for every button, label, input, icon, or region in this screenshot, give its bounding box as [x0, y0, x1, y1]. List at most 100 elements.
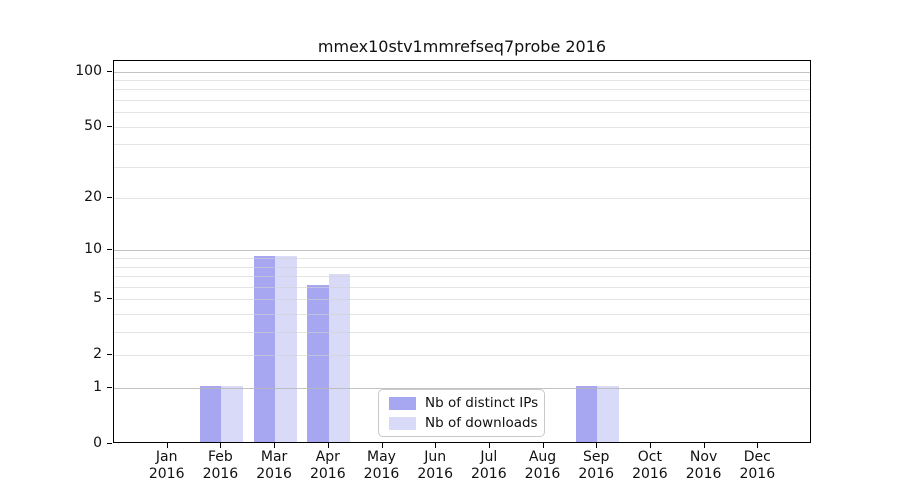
x-tick-month: Oct [637, 449, 662, 465]
minor-gridline [114, 258, 810, 260]
x-tick-month: Jun [424, 449, 447, 465]
x-tick-mark [488, 443, 490, 448]
x-tick-year: 2016 [739, 466, 776, 482]
x-tick-month: Sep [582, 449, 610, 465]
x-tick-mark [274, 443, 276, 448]
bar-nb-of-downloads-feb [221, 386, 243, 442]
x-tick-mark [542, 443, 544, 448]
x-tick-mark [757, 443, 759, 448]
x-tick-year: 2016 [417, 466, 453, 482]
x-tick-month: Apr [315, 449, 340, 465]
legend-item-distinct-ips: Nb of distinct IPs [389, 395, 538, 411]
minor-gridline [114, 144, 810, 146]
x-tick-month: Aug [528, 449, 557, 465]
x-tick-label-may: May 2016 [350, 449, 414, 483]
x-tick-label-jan: Jan 2016 [135, 449, 199, 483]
minor-gridline [114, 355, 810, 357]
legend-swatch-downloads [389, 416, 416, 430]
x-tick-year: 2016 [685, 466, 722, 482]
y-tick-label: 100 [75, 62, 102, 79]
bar-nb-of-downloads-mar [275, 256, 297, 442]
minor-gridline [114, 198, 810, 200]
legend-label-downloads: Nb of downloads [425, 415, 538, 431]
y-tick-label: 10 [84, 241, 102, 258]
x-tick-label-jul: Jul 2016 [457, 449, 521, 483]
x-tick-mark [381, 443, 383, 448]
minor-gridline [114, 276, 810, 278]
legend: Nb of distinct IPs Nb of downloads [378, 389, 545, 437]
x-tick-label-jun: Jun 2016 [403, 449, 467, 483]
x-tick-month: Jul [480, 449, 498, 465]
y-tick-label: 1 [93, 379, 102, 396]
minor-gridline [114, 99, 810, 101]
x-tick-month: Feb [207, 449, 233, 465]
x-tick-year: 2016 [309, 466, 346, 482]
x-tick-label-aug: Aug 2016 [511, 449, 575, 483]
x-tick-label-nov: Nov 2016 [672, 449, 736, 483]
x-tick-year: 2016 [632, 466, 668, 482]
bar-nb-of-distinct-ips-apr [307, 284, 329, 442]
bar-nb-of-distinct-ips-mar [253, 256, 276, 442]
minor-gridline [114, 299, 810, 301]
major-gridline [114, 388, 810, 390]
x-tick-label-mar: Mar 2016 [242, 449, 306, 483]
x-tick-year: 2016 [470, 466, 507, 482]
y-tick-mark [107, 70, 112, 72]
major-gridline [114, 250, 810, 252]
minor-gridline [114, 126, 810, 128]
x-tick-label-sep: Sep 2016 [564, 449, 628, 483]
legend-label-distinct-ips: Nb of distinct IPs [425, 395, 539, 411]
minor-gridline [114, 266, 810, 268]
minor-gridline [114, 332, 810, 334]
x-tick-label-dec: Dec 2016 [725, 449, 789, 483]
x-tick-year: 2016 [148, 466, 185, 482]
y-tick-mark [107, 443, 112, 444]
x-tick-month: Nov [689, 449, 718, 465]
x-tick-label-feb: Feb 2016 [188, 449, 252, 483]
x-tick-mark [703, 443, 705, 448]
bar-nb-of-downloads-apr [328, 274, 351, 442]
x-tick-year: 2016 [202, 466, 239, 482]
x-tick-mark [166, 443, 168, 448]
y-tick-label: 0 [93, 435, 102, 451]
y-tick-mark [107, 197, 112, 199]
y-tick-mark [107, 354, 112, 356]
x-tick-mark [435, 443, 437, 448]
x-tick-label-oct: Oct 2016 [618, 449, 682, 483]
x-tick-month: Jan [155, 449, 178, 465]
x-tick-year: 2016 [256, 466, 292, 482]
legend-item-downloads: Nb of downloads [389, 415, 538, 431]
x-tick-label-apr: Apr 2016 [296, 449, 360, 483]
bar-nb-of-distinct-ips-feb [199, 386, 222, 442]
y-tick-mark [107, 125, 112, 127]
minor-gridline [114, 286, 810, 288]
chart-title: mmex10stv1mmrefseq7probe 2016 [317, 37, 607, 56]
bar-nb-of-downloads-sep [597, 386, 619, 442]
x-tick-month: Dec [743, 449, 771, 465]
x-tick-month: Mar [260, 449, 288, 465]
plot-area [113, 60, 811, 443]
x-tick-year: 2016 [524, 466, 561, 482]
major-gridline [114, 71, 810, 73]
y-tick-label: 20 [84, 189, 102, 206]
y-tick-label: 2 [93, 346, 102, 363]
minor-gridline [114, 166, 810, 168]
x-tick-year: 2016 [578, 466, 614, 482]
legend-swatch-distinct-ips [389, 396, 416, 410]
y-tick-label: 50 [84, 117, 102, 134]
y-tick-mark [107, 249, 112, 251]
x-tick-mark [649, 443, 651, 448]
bar-nb-of-distinct-ips-sep [575, 386, 598, 442]
x-tick-mark [596, 443, 598, 448]
y-tick-mark [107, 298, 112, 300]
minor-gridline [114, 112, 810, 114]
minor-gridline [114, 89, 810, 91]
x-tick-month: May [367, 449, 396, 465]
x-tick-mark [220, 443, 222, 448]
minor-gridline [114, 79, 810, 81]
minor-gridline [114, 314, 810, 316]
x-tick-year: 2016 [363, 466, 400, 482]
y-tick-label: 5 [93, 290, 102, 307]
y-tick-mark [107, 387, 112, 389]
